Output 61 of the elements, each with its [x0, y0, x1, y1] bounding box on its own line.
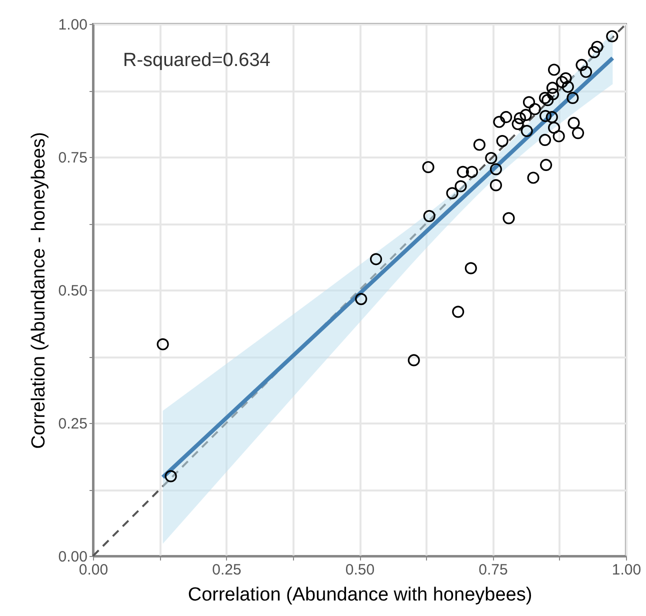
- point: [464, 262, 477, 274]
- point: [548, 122, 560, 134]
- y-tick-label: 0.25: [58, 416, 88, 432]
- point: [422, 161, 434, 174]
- x-tick-label: 0.25: [212, 562, 242, 578]
- point: [454, 180, 467, 192]
- point: [466, 166, 478, 178]
- point: [542, 94, 554, 106]
- point: [446, 187, 458, 200]
- point: [164, 470, 177, 482]
- point: [546, 111, 558, 124]
- point: [520, 108, 532, 122]
- x-tick-label: 0.75: [478, 562, 508, 578]
- point: [538, 92, 552, 104]
- point: [562, 80, 574, 93]
- point: [522, 96, 536, 108]
- point: [527, 172, 540, 184]
- point: [539, 110, 552, 122]
- point: [156, 338, 169, 350]
- point: [572, 127, 584, 140]
- y-axis-title: Correlation (Abundance - honeybees): [28, 132, 50, 449]
- annotation: R-squared=0.634: [123, 50, 271, 71]
- point: [423, 210, 436, 222]
- point: [566, 92, 579, 104]
- point: [493, 116, 506, 128]
- point: [452, 306, 464, 318]
- point: [546, 88, 560, 100]
- point: [588, 46, 600, 58]
- point: [473, 138, 486, 151]
- y-tick-label: 0.75: [58, 150, 88, 166]
- point: [528, 103, 541, 116]
- point: [520, 124, 533, 137]
- y-tick-label: 1.00: [58, 16, 88, 34]
- point: [560, 72, 572, 84]
- point: [408, 354, 420, 366]
- point: [538, 134, 552, 146]
- point: [580, 66, 592, 78]
- point: [500, 111, 512, 124]
- y-tick-label: 0.50: [58, 282, 88, 300]
- point: [546, 82, 558, 94]
- point: [552, 130, 565, 142]
- point: [502, 212, 515, 224]
- point: [548, 64, 560, 76]
- point: [456, 166, 469, 178]
- point: [370, 253, 382, 266]
- point: [485, 152, 498, 164]
- point: [591, 40, 604, 53]
- point: [512, 118, 524, 130]
- point: [514, 112, 526, 124]
- point: [606, 30, 618, 42]
- point: [540, 158, 552, 172]
- x-tick-label: 0.50: [345, 562, 375, 578]
- point: [556, 76, 568, 88]
- point: [568, 116, 580, 129]
- point: [355, 293, 368, 306]
- point: [490, 179, 502, 192]
- x-axis-title: Correlation (Abundance with honeybees): [188, 584, 532, 606]
- x-tick-label: 1.00: [612, 562, 642, 578]
- point: [496, 135, 508, 148]
- point: [576, 58, 588, 71]
- point: [490, 163, 502, 176]
